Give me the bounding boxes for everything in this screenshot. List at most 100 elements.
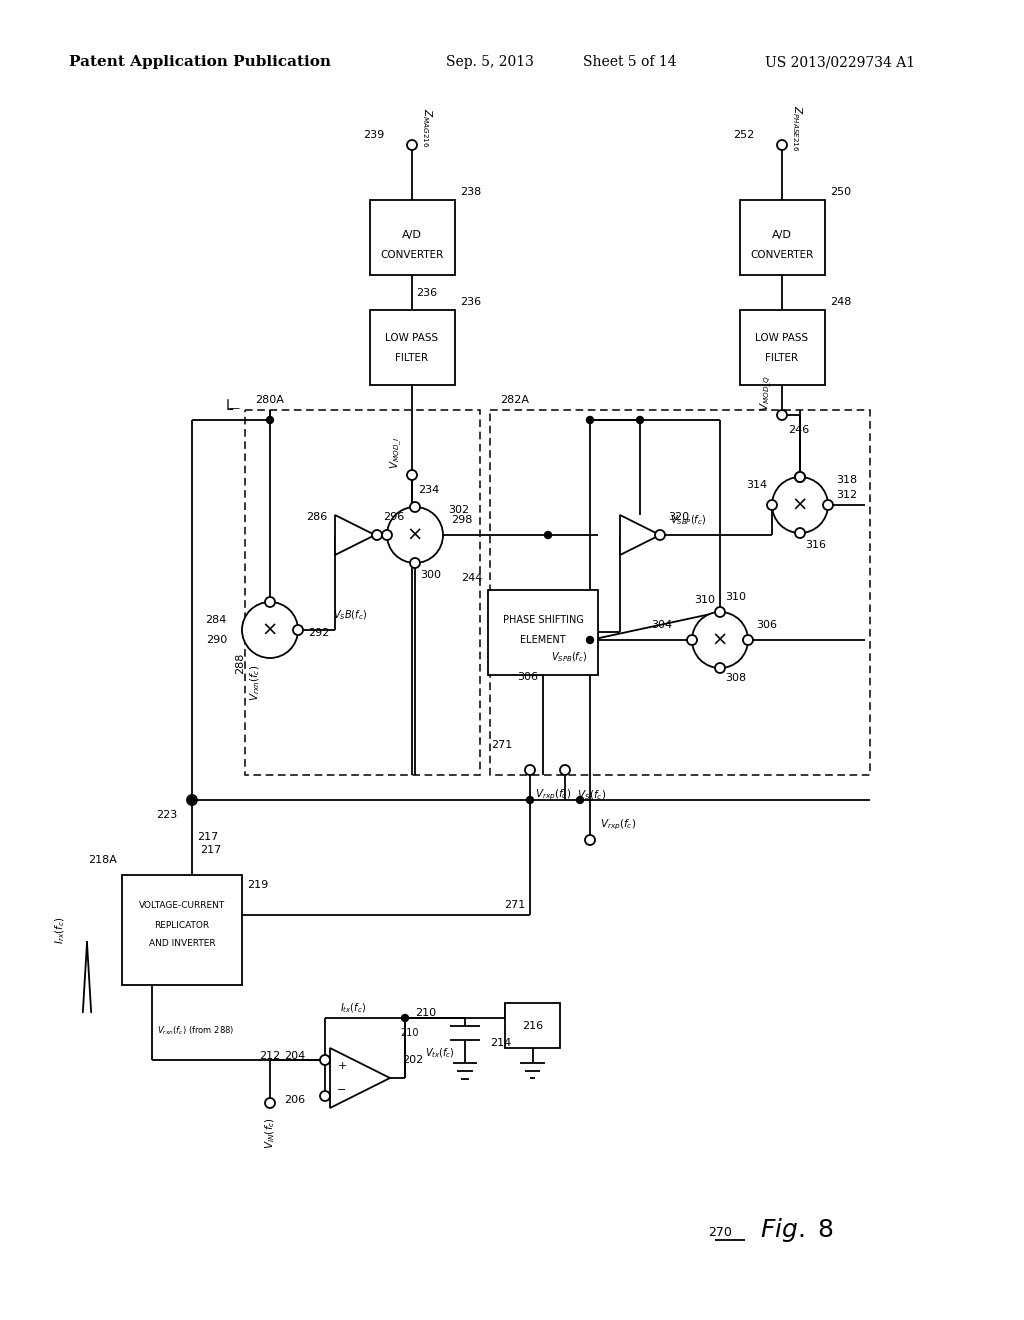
Text: A/D: A/D (772, 230, 792, 240)
Text: 218A: 218A (88, 855, 117, 865)
Polygon shape (330, 1048, 390, 1107)
Text: 217: 217 (197, 832, 218, 842)
Text: 271: 271 (490, 741, 512, 750)
Circle shape (187, 795, 197, 805)
Text: $V_{tx}(f_c)$: $V_{tx}(f_c)$ (425, 1047, 455, 1060)
Text: 306: 306 (756, 620, 777, 630)
Circle shape (410, 558, 420, 568)
Text: FILTER: FILTER (765, 352, 799, 363)
Circle shape (687, 635, 697, 645)
Text: 204: 204 (284, 1051, 305, 1061)
Circle shape (795, 473, 805, 482)
Circle shape (560, 766, 570, 775)
Circle shape (637, 417, 643, 424)
Text: $V_{MOD\_I}$: $V_{MOD\_I}$ (389, 437, 404, 469)
Bar (122, 875, 242, 985)
Circle shape (401, 1015, 409, 1022)
Circle shape (767, 500, 777, 510)
Circle shape (777, 411, 787, 420)
Text: −: − (337, 1085, 347, 1096)
Bar (370, 201, 455, 275)
Text: 282A: 282A (500, 395, 529, 405)
Text: ELEMENT: ELEMENT (520, 635, 566, 645)
Polygon shape (620, 515, 660, 554)
Circle shape (823, 500, 833, 510)
Text: 212: 212 (259, 1051, 280, 1061)
Text: 316: 316 (805, 540, 826, 550)
Circle shape (795, 528, 805, 539)
Circle shape (242, 602, 298, 657)
Text: 250: 250 (830, 187, 851, 197)
Text: 308: 308 (725, 673, 746, 682)
Text: VOLTAGE-CURRENT: VOLTAGE-CURRENT (139, 900, 225, 909)
Text: 300: 300 (420, 570, 441, 579)
Circle shape (293, 624, 303, 635)
Circle shape (407, 140, 417, 150)
Text: 310: 310 (694, 595, 716, 605)
Circle shape (655, 531, 665, 540)
Text: 206: 206 (284, 1096, 305, 1105)
Circle shape (407, 470, 417, 480)
Text: 292: 292 (308, 628, 330, 638)
Text: 288: 288 (234, 652, 245, 673)
Text: $V_{rxn}(f_c)$ (from 288): $V_{rxn}(f_c)$ (from 288) (157, 1024, 234, 1038)
Circle shape (545, 532, 552, 539)
Circle shape (587, 636, 594, 644)
Circle shape (577, 796, 584, 804)
Circle shape (715, 663, 725, 673)
Text: 244: 244 (462, 573, 483, 583)
Bar (370, 310, 455, 385)
Circle shape (319, 1092, 330, 1101)
Text: $V_SB(f_c)$: $V_SB(f_c)$ (333, 609, 368, 622)
Text: Sep. 5, 2013: Sep. 5, 2013 (446, 55, 534, 69)
Text: 216: 216 (522, 1020, 544, 1031)
Text: US 2013/0229734 A1: US 2013/0229734 A1 (765, 55, 915, 69)
Text: 248: 248 (830, 297, 851, 308)
Text: $I_{tx}(f_c)$: $I_{tx}(f_c)$ (340, 1001, 367, 1015)
Circle shape (266, 417, 273, 424)
Circle shape (743, 635, 753, 645)
Circle shape (587, 417, 594, 424)
Circle shape (777, 140, 787, 150)
Text: 217: 217 (200, 845, 221, 855)
Text: 252: 252 (733, 129, 754, 140)
Circle shape (692, 612, 748, 668)
Text: $V_{IN}(f_c)$: $V_{IN}(f_c)$ (263, 1117, 276, 1148)
Text: ×: × (792, 495, 808, 515)
Text: 320: 320 (668, 512, 689, 521)
Text: CONVERTER: CONVERTER (751, 249, 814, 260)
Text: A/D: A/D (402, 230, 422, 240)
Text: 238: 238 (460, 187, 481, 197)
Text: 214: 214 (490, 1038, 511, 1048)
Circle shape (382, 531, 392, 540)
Text: 306: 306 (517, 672, 538, 682)
Circle shape (525, 766, 535, 775)
Bar (490, 411, 870, 775)
Polygon shape (335, 515, 375, 554)
Bar (740, 201, 825, 275)
Text: ×: × (712, 631, 728, 649)
Text: 246: 246 (788, 425, 809, 436)
Text: $V_{rxn}(f_c)$: $V_{rxn}(f_c)$ (248, 665, 262, 701)
Text: ×: × (407, 525, 423, 544)
Circle shape (795, 473, 805, 482)
Text: +: + (337, 1061, 347, 1071)
Text: 210: 210 (400, 1028, 419, 1038)
Text: └: └ (223, 401, 233, 418)
Text: 271: 271 (504, 900, 525, 909)
Text: $V_{MOD\_Q}$: $V_{MOD\_Q}$ (759, 375, 774, 411)
Circle shape (319, 1055, 330, 1065)
Text: 284: 284 (206, 615, 227, 624)
Text: $V_{rxp}(f_c)$: $V_{rxp}(f_c)$ (535, 788, 571, 803)
Text: 298: 298 (451, 515, 472, 525)
Text: FILTER: FILTER (395, 352, 429, 363)
Text: 318: 318 (836, 475, 857, 484)
Text: 312: 312 (836, 490, 857, 500)
Text: 219: 219 (247, 880, 268, 890)
Bar (245, 411, 480, 775)
Text: 270: 270 (708, 1225, 732, 1238)
Circle shape (188, 796, 196, 804)
Circle shape (372, 531, 382, 540)
Circle shape (387, 507, 443, 564)
Text: 234: 234 (418, 484, 439, 495)
